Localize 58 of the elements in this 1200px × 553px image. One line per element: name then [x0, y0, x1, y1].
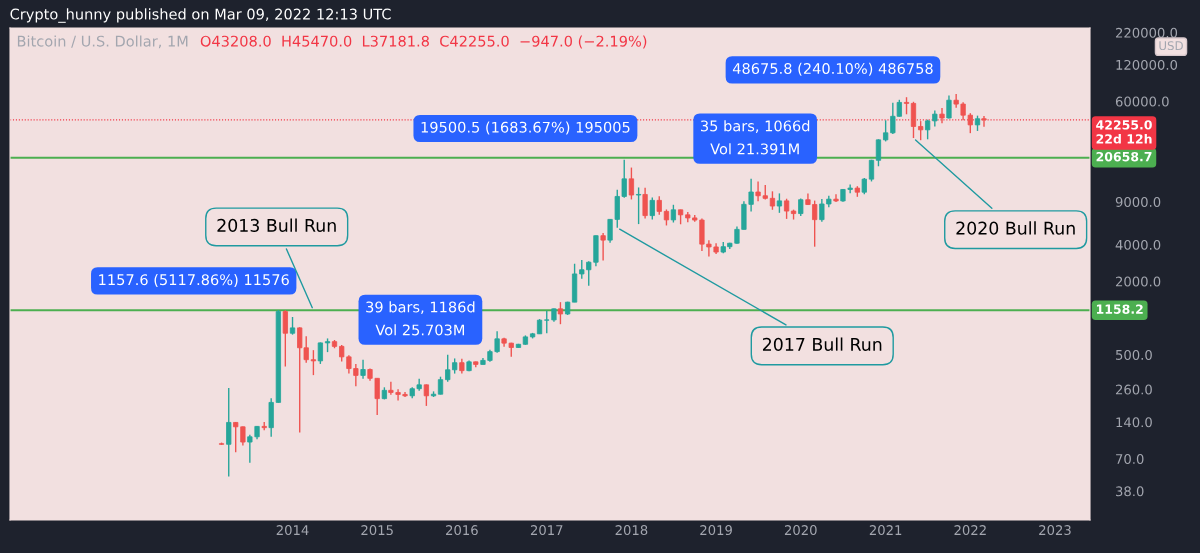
candlestick	[776, 192, 783, 214]
candlestick	[282, 309, 288, 368]
annotation: 1157.6 (5117.86%) 11576	[99, 273, 289, 287]
ref-line-label: 20658.7	[1096, 151, 1152, 162]
x-tick-label: 2017	[530, 525, 563, 536]
x-tick-label: 2014	[276, 525, 309, 536]
annotation: 2013 Bull Run	[217, 218, 336, 232]
annotation: 2020 Bull Run	[956, 221, 1075, 235]
ref-line-label: 42255.0 22d 12h	[1096, 120, 1152, 144]
x-tick-label: 2018	[615, 525, 648, 536]
candlestick	[656, 195, 662, 216]
candlestick	[769, 190, 776, 211]
candlestick	[635, 186, 642, 225]
y-tick-label: 120000.0	[1116, 59, 1178, 70]
x-tick-label: 2015	[361, 525, 393, 536]
y-tick-label: 220000.0	[1115, 27, 1178, 38]
annotation: 48675.8 (240.10%) 486758	[732, 62, 933, 76]
candlestick	[557, 301, 564, 325]
candlestick	[360, 359, 366, 380]
y-tick-label: 4000.0	[1115, 239, 1161, 250]
y-tick-label: 38.0	[1116, 486, 1144, 497]
y-tick-label: 260.0	[1115, 384, 1152, 395]
annotation: 35 bars, 1066d Vol 21.391M	[701, 120, 810, 155]
x-tick-label: 2016	[446, 525, 478, 536]
candlestick	[918, 120, 924, 141]
candlestick	[600, 232, 606, 262]
y-tick-label: 2000.0	[1115, 276, 1161, 287]
candlestick	[910, 101, 917, 139]
candlestick	[317, 341, 323, 365]
text: Crypto_hunny published on Mar 09, 2022 12:13 UTC	[10, 8, 391, 23]
x-tick-label: 2023	[1039, 525, 1071, 536]
y-tick-label: 140.0	[1116, 417, 1152, 428]
candlestick	[226, 387, 232, 478]
x-tick-label: 2020	[784, 525, 817, 536]
y-tick-label: 500.0	[1116, 349, 1152, 360]
chart-title: Bitcoin / U.S. Dollar, 1M	[17, 35, 188, 49]
annotation: 19500.5 (1683.67%) 195005	[421, 121, 630, 135]
candlestick	[783, 198, 790, 220]
candlestick	[833, 193, 839, 203]
candlestick	[310, 349, 317, 376]
candlestick	[946, 94, 952, 120]
chart-subtitle: O43208.0 H45470.0 L37181.8 C42255.0 −947.0 (−2.19%)	[200, 35, 647, 49]
y-tick-label: 60000.0	[1115, 96, 1169, 107]
annotation: 39 bars, 1186d Vol 25.703M	[366, 301, 475, 336]
x-tick-label: 2021	[869, 525, 902, 536]
candlestick	[649, 196, 655, 221]
ref-line-label: 1158.2	[1096, 304, 1143, 314]
y-tick-label: 9000.0	[1115, 196, 1161, 207]
candlestick	[642, 187, 648, 220]
annotation: 2017 Bull Run	[762, 337, 882, 351]
y-axis-title: USD	[1159, 41, 1183, 51]
candlestick	[628, 166, 635, 201]
candlestick	[423, 383, 429, 407]
y-tick-label: 70.0	[1116, 453, 1144, 464]
x-tick-label: 2022	[954, 525, 986, 536]
candlestick	[875, 138, 882, 167]
x-tick-label: 2019	[700, 525, 732, 536]
candlestick	[981, 115, 987, 128]
